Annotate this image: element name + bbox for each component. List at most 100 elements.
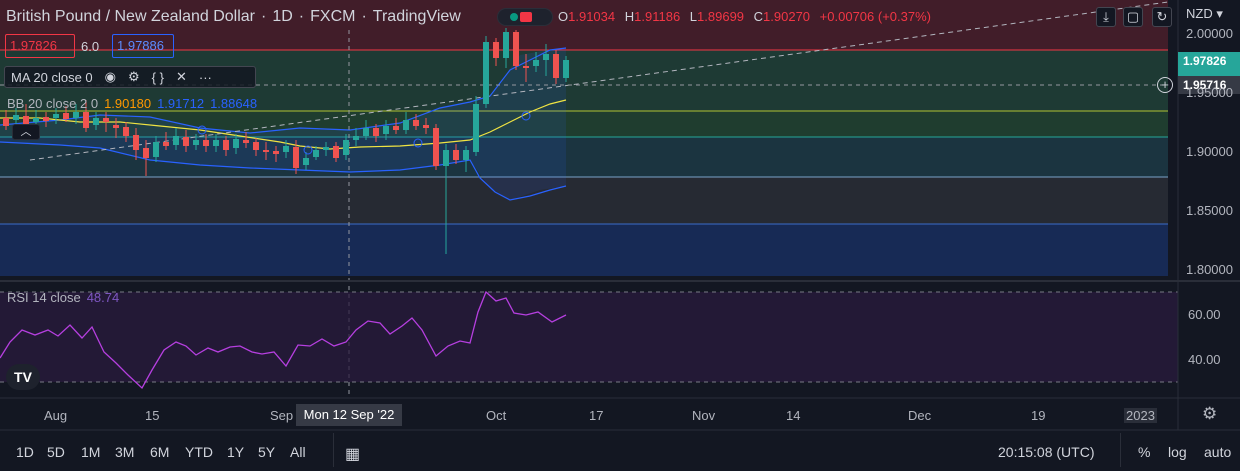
timeframe-button[interactable]: 1M [81,444,101,460]
maximize-icon[interactable]: ▢ [1123,7,1143,27]
candle-body [353,136,359,140]
eye-icon[interactable]: ◉ [104,69,116,84]
timeframe-button[interactable]: All [290,444,306,460]
candle-body [93,118,99,125]
timeframe-button[interactable]: 1Y [227,444,245,460]
chevron-down-icon: ▾ [1212,6,1223,21]
bollinger-lower [0,141,567,201]
time-axis-label: 2023 [1124,408,1157,423]
bb-legend[interactable]: BB 20 close 2 0 1.90180 1.91712 1.88648 [7,96,257,111]
candle-body [263,150,269,152]
bollinger-upper [0,47,567,134]
change-value: +0.00706 (+0.37%) [819,9,931,24]
high-key: H [624,9,635,24]
rsi-legend[interactable]: RSI 14 close 48.74 [7,290,119,305]
buy-price-button[interactable]: 1.97886 [112,34,174,58]
log-scale-button[interactable]: log [1168,444,1187,460]
timeframe-button[interactable]: 6M [150,444,170,460]
candle-body [453,150,459,160]
market-open-dot-icon [510,13,518,21]
time-axis-label: Nov [692,408,716,423]
price-axis-label: 1.90000 [1186,144,1233,159]
candle-body [23,116,29,124]
toolbar-divider [1120,433,1121,467]
calendar-icon[interactable]: ▦ [345,446,361,463]
bollinger-fill [0,48,566,200]
symbol-header[interactable]: British Pound / New Zealand Dollar · 1D … [6,4,461,30]
zone-blue [0,224,1168,276]
candle-body [363,128,369,136]
collapse-legend-icon[interactable]: ︿ [12,124,40,140]
candle-body [473,104,479,152]
candle-body [463,150,469,160]
candle-body [433,128,439,166]
interval-label[interactable]: 1D [272,8,293,25]
bb-marker [521,111,531,121]
candle-body [13,115,19,120]
currency-selector[interactable]: NZD ▾ [1186,6,1223,22]
candle-body [423,125,429,128]
time-axis-label: Aug [44,408,68,423]
candle-body [443,150,449,166]
clock-label[interactable]: 20:15:08 (UTC) [998,444,1095,460]
rsi-axis-label: 60.00 [1188,307,1221,322]
low-value: 1.89699 [697,9,745,24]
bb-lower: 1.88648 [210,96,258,111]
candle-body [533,60,539,66]
candle-body [163,142,169,146]
timeframe-button[interactable]: YTD [185,444,213,460]
candle-body [53,114,59,118]
crosshair-price-label: 1.95716 [1178,76,1240,94]
zone-green [0,111,1168,137]
separator: · [298,8,305,25]
auto-scale-button[interactable]: auto [1204,444,1232,460]
settings-gear-icon[interactable]: ⚙ [1202,404,1218,423]
timeframe-button[interactable]: 3M [115,444,135,460]
rsi-label: RSI 14 close [7,290,81,305]
time-axis-label: 19 [1031,408,1046,423]
time-axis-label: 17 [589,408,604,423]
source-label: TradingView [372,8,461,25]
candle-body [313,150,319,157]
market-status-toggle[interactable] [497,8,553,26]
bb-label: BB 20 close 2 0 [7,96,99,111]
candle-body [173,136,179,145]
candle-body [223,140,229,150]
candle-body [143,148,149,158]
price-axis-label: 2.00000 [1186,26,1233,41]
timeframe-button[interactable]: 5D [47,444,65,460]
open-key: O [558,9,569,24]
add-alert-icon[interactable]: + [1157,77,1173,93]
timeframe-button[interactable]: 5Y [258,444,276,460]
percent-scale-button[interactable]: % [1138,444,1151,460]
separator: · [261,8,267,25]
zone-red [0,0,1168,50]
bb-basis: 1.90180 [104,96,152,111]
gear-icon[interactable]: ⚙ [128,69,140,84]
bb-marker [413,138,423,148]
exchange-label: FXCM [310,8,356,25]
close-icon[interactable]: ✕ [175,69,187,84]
crosshair-date-label: Mon 12 Sep '22 [296,404,402,426]
rsi-band [0,292,1178,382]
candle-body [3,118,9,126]
bb-upper: 1.91712 [157,96,205,111]
bb-marker [197,125,207,135]
candle-body [273,151,279,154]
more-icon[interactable]: ··· [198,69,212,85]
candle-body [293,147,299,168]
timeframe-button[interactable]: 1D [16,444,34,460]
last-price-label: 1.97826 [1178,52,1240,70]
time-axis-label: Sep [270,408,294,423]
candle-body [323,147,329,150]
ma-legend[interactable]: MA 20 close 0 ◉ ⚙ { } ✕ ··· [4,66,256,88]
source-code-icon[interactable]: { } [151,69,164,85]
tradingview-logo-icon[interactable]: TV [6,364,40,390]
sell-price-button[interactable]: 1.97826 [5,34,75,58]
candle-body [383,126,389,134]
arrow-down-icon[interactable]: ⤓ [1096,7,1116,27]
refresh-icon[interactable]: ↻ [1152,7,1172,27]
candle-body [283,146,289,152]
